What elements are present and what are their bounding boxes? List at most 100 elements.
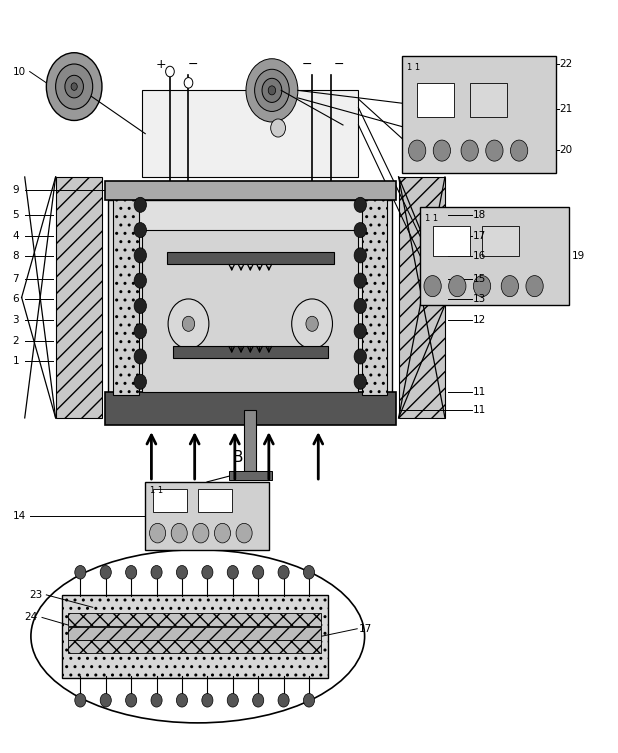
Circle shape bbox=[134, 349, 146, 364]
Ellipse shape bbox=[31, 550, 365, 723]
Text: 11: 11 bbox=[473, 405, 486, 416]
Circle shape bbox=[65, 75, 83, 98]
Text: −: − bbox=[302, 57, 312, 71]
Circle shape bbox=[151, 694, 162, 707]
Circle shape bbox=[253, 694, 264, 707]
Circle shape bbox=[408, 140, 426, 161]
Bar bbox=[68, 613, 321, 626]
Circle shape bbox=[433, 140, 451, 161]
Bar bbox=[56, 177, 102, 418]
Text: 14: 14 bbox=[12, 511, 25, 521]
Circle shape bbox=[184, 78, 193, 88]
Text: 1 1: 1 1 bbox=[150, 486, 163, 495]
Circle shape bbox=[227, 694, 239, 707]
Circle shape bbox=[134, 324, 146, 339]
Text: 9: 9 bbox=[12, 185, 19, 195]
Circle shape bbox=[354, 324, 366, 339]
Circle shape bbox=[354, 298, 366, 313]
Bar bbox=[420, 207, 569, 305]
Circle shape bbox=[354, 349, 366, 364]
Circle shape bbox=[176, 694, 187, 707]
Circle shape bbox=[134, 298, 146, 313]
Bar bbox=[417, 83, 454, 117]
Text: 17: 17 bbox=[473, 230, 486, 241]
Bar bbox=[62, 595, 328, 678]
Text: 19: 19 bbox=[572, 251, 585, 261]
Bar bbox=[105, 392, 396, 425]
Bar bbox=[167, 252, 334, 264]
Bar bbox=[470, 83, 507, 117]
Text: 8: 8 bbox=[12, 251, 19, 261]
Text: 21: 21 bbox=[559, 104, 572, 114]
Text: 17: 17 bbox=[358, 623, 371, 634]
Bar bbox=[433, 226, 470, 256]
Text: 16: 16 bbox=[473, 251, 486, 261]
Bar bbox=[399, 177, 445, 418]
Circle shape bbox=[71, 83, 77, 90]
Circle shape bbox=[354, 374, 366, 389]
Text: 22: 22 bbox=[559, 59, 572, 69]
Text: 1: 1 bbox=[12, 356, 19, 367]
Circle shape bbox=[193, 523, 209, 543]
Circle shape bbox=[526, 276, 543, 297]
Circle shape bbox=[255, 69, 289, 111]
Circle shape bbox=[246, 59, 298, 122]
Text: 13: 13 bbox=[473, 294, 486, 304]
Circle shape bbox=[253, 566, 264, 579]
Bar bbox=[105, 181, 396, 200]
Circle shape bbox=[292, 299, 332, 349]
Circle shape bbox=[151, 566, 162, 579]
Bar bbox=[173, 346, 328, 358]
Text: 3: 3 bbox=[12, 315, 19, 325]
Bar bbox=[108, 200, 392, 395]
Bar bbox=[145, 482, 269, 550]
Circle shape bbox=[214, 523, 231, 543]
Circle shape bbox=[166, 66, 174, 77]
Circle shape bbox=[75, 694, 86, 707]
Circle shape bbox=[501, 276, 519, 297]
Bar bbox=[402, 56, 556, 173]
Text: B: B bbox=[233, 450, 243, 465]
Text: 15: 15 bbox=[473, 273, 486, 284]
Text: −: − bbox=[188, 57, 198, 71]
Text: −: − bbox=[334, 57, 344, 71]
Circle shape bbox=[486, 140, 503, 161]
Circle shape bbox=[473, 276, 491, 297]
Circle shape bbox=[150, 523, 166, 543]
Circle shape bbox=[168, 299, 209, 349]
Text: 2: 2 bbox=[12, 336, 19, 346]
Circle shape bbox=[134, 223, 146, 238]
Circle shape bbox=[134, 273, 146, 288]
Circle shape bbox=[424, 276, 441, 297]
Circle shape bbox=[271, 119, 286, 137]
Circle shape bbox=[182, 316, 195, 331]
Circle shape bbox=[303, 566, 315, 579]
Circle shape bbox=[510, 140, 528, 161]
Bar bbox=[113, 198, 139, 395]
Circle shape bbox=[125, 566, 137, 579]
Bar bbox=[482, 226, 519, 256]
Circle shape bbox=[202, 566, 213, 579]
Circle shape bbox=[134, 248, 146, 263]
Circle shape bbox=[278, 566, 289, 579]
Circle shape bbox=[354, 273, 366, 288]
Text: 20: 20 bbox=[559, 145, 572, 155]
Circle shape bbox=[306, 316, 318, 331]
Text: 24: 24 bbox=[25, 612, 38, 623]
Text: 1 1: 1 1 bbox=[425, 214, 438, 223]
Circle shape bbox=[262, 78, 282, 102]
Bar bbox=[362, 198, 387, 395]
Circle shape bbox=[268, 86, 276, 95]
Circle shape bbox=[100, 566, 111, 579]
Text: 1 1: 1 1 bbox=[407, 63, 420, 72]
Text: 18: 18 bbox=[473, 209, 486, 220]
Circle shape bbox=[236, 523, 252, 543]
Circle shape bbox=[125, 694, 137, 707]
Bar bbox=[198, 489, 232, 512]
Text: 6: 6 bbox=[12, 294, 19, 304]
Text: 10: 10 bbox=[12, 66, 25, 77]
Circle shape bbox=[100, 694, 111, 707]
Text: 4: 4 bbox=[12, 230, 19, 241]
Text: 12: 12 bbox=[473, 315, 486, 325]
Bar bbox=[153, 489, 187, 512]
